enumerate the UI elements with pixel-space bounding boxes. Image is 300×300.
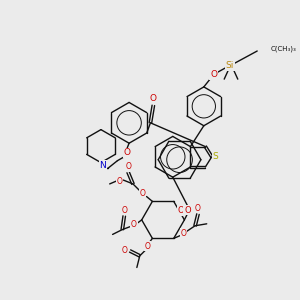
Text: O: O [121, 206, 127, 215]
Text: O: O [121, 247, 127, 256]
Text: O: O [150, 94, 157, 103]
Text: O: O [140, 189, 146, 198]
Text: C(CH₃)₃: C(CH₃)₃ [271, 46, 296, 52]
Text: O: O [178, 206, 184, 215]
Text: O: O [184, 206, 190, 215]
Text: O: O [131, 220, 137, 229]
Text: O: O [145, 242, 151, 250]
Text: N: N [100, 161, 106, 170]
Text: Si: Si [226, 61, 234, 70]
Text: O: O [124, 148, 130, 158]
Text: O: O [116, 176, 122, 185]
Text: O: O [181, 229, 186, 238]
Text: O: O [195, 204, 201, 213]
Text: S: S [213, 152, 218, 161]
Text: O: O [210, 70, 217, 79]
Text: O: O [125, 162, 131, 171]
